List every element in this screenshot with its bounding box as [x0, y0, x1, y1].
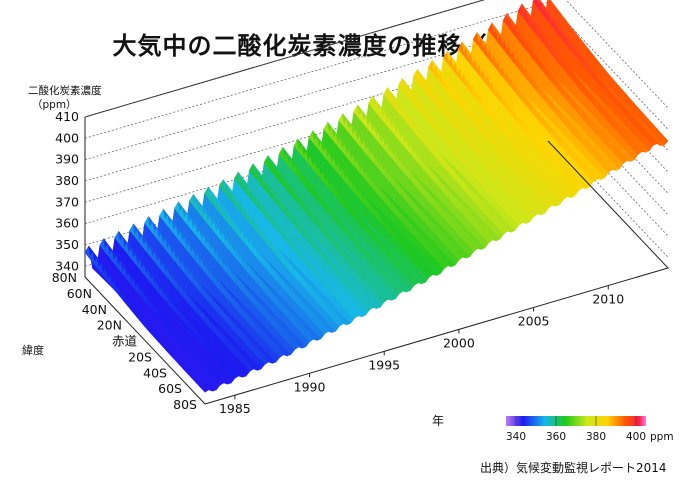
latitude-tick-label: 80S: [173, 397, 197, 412]
z-tick-label: 410: [55, 109, 79, 124]
surface-cell: [659, 135, 669, 146]
z-axis-unit: （ppm）: [32, 99, 77, 111]
latitude-tick-label: 60N: [67, 286, 92, 301]
colorbar-tick-label: 360: [546, 431, 566, 443]
x-tick-label: 1995: [368, 357, 400, 372]
source-note: 出典）気候変動監視レポート2014: [480, 461, 667, 475]
z-tick-label: 390: [55, 152, 79, 167]
z-axis-label: 二酸化炭素濃度 （ppm）: [28, 84, 102, 112]
axes-front-edges: [204, 140, 669, 405]
z-tick-label: 380: [55, 173, 79, 188]
x-tick-label: 2000: [443, 335, 475, 350]
x-tick-label: 1985: [219, 401, 251, 416]
latitude-tick-label: 40N: [82, 302, 107, 317]
latitude-axis-label: 緯度: [22, 344, 44, 357]
z-tick-label: 340: [55, 258, 79, 273]
x-tick-label: 2005: [518, 313, 550, 328]
latitude-tick-label: 赤道: [112, 334, 138, 349]
colorbar-unit: ppm: [650, 431, 674, 443]
z-gridline: [84, 65, 549, 203]
z-gridline-side: [565, 0, 669, 109]
colorbar-tick-label: 380: [586, 431, 606, 443]
colorbar-gradient: [506, 416, 646, 426]
z-gridline: [84, 0, 485, 118]
latitude-tick-label: 80N: [52, 270, 77, 285]
colorbar: 340 360 380 400 ppm: [506, 416, 674, 443]
z-gridline: [84, 1, 549, 139]
z-axis-label-text: 二酸化炭素濃度: [28, 85, 102, 97]
latitude-tick-label: 40S: [143, 365, 167, 380]
z-gridline: [84, 23, 549, 161]
x-tick-label: 2010: [592, 292, 624, 307]
z-tick-label: 360: [55, 216, 79, 231]
co2-surface: [84, 0, 669, 393]
year-axis-label: 年: [432, 414, 445, 428]
tick-labels: 410 400 390 380 370 360 350 340 1985 1990 1995 2000…: [52, 109, 624, 416]
latitude-tick-label: 60S: [158, 381, 182, 396]
z-tick-label: 400: [55, 130, 79, 145]
colorbar-tick-label: 340: [506, 431, 526, 443]
base-frame: [204, 140, 669, 405]
latitude-tick-label: 20S: [128, 349, 152, 364]
z-gridline: [84, 44, 549, 182]
z-tick-label: 350: [55, 237, 79, 252]
colorbar-tick-label: 400: [626, 431, 646, 443]
x-tick-label: 1990: [294, 379, 326, 394]
z-tick-label: 370: [55, 194, 79, 209]
latitude-axis-line: [84, 276, 206, 405]
latitude-tick-label: 20N: [97, 318, 122, 333]
